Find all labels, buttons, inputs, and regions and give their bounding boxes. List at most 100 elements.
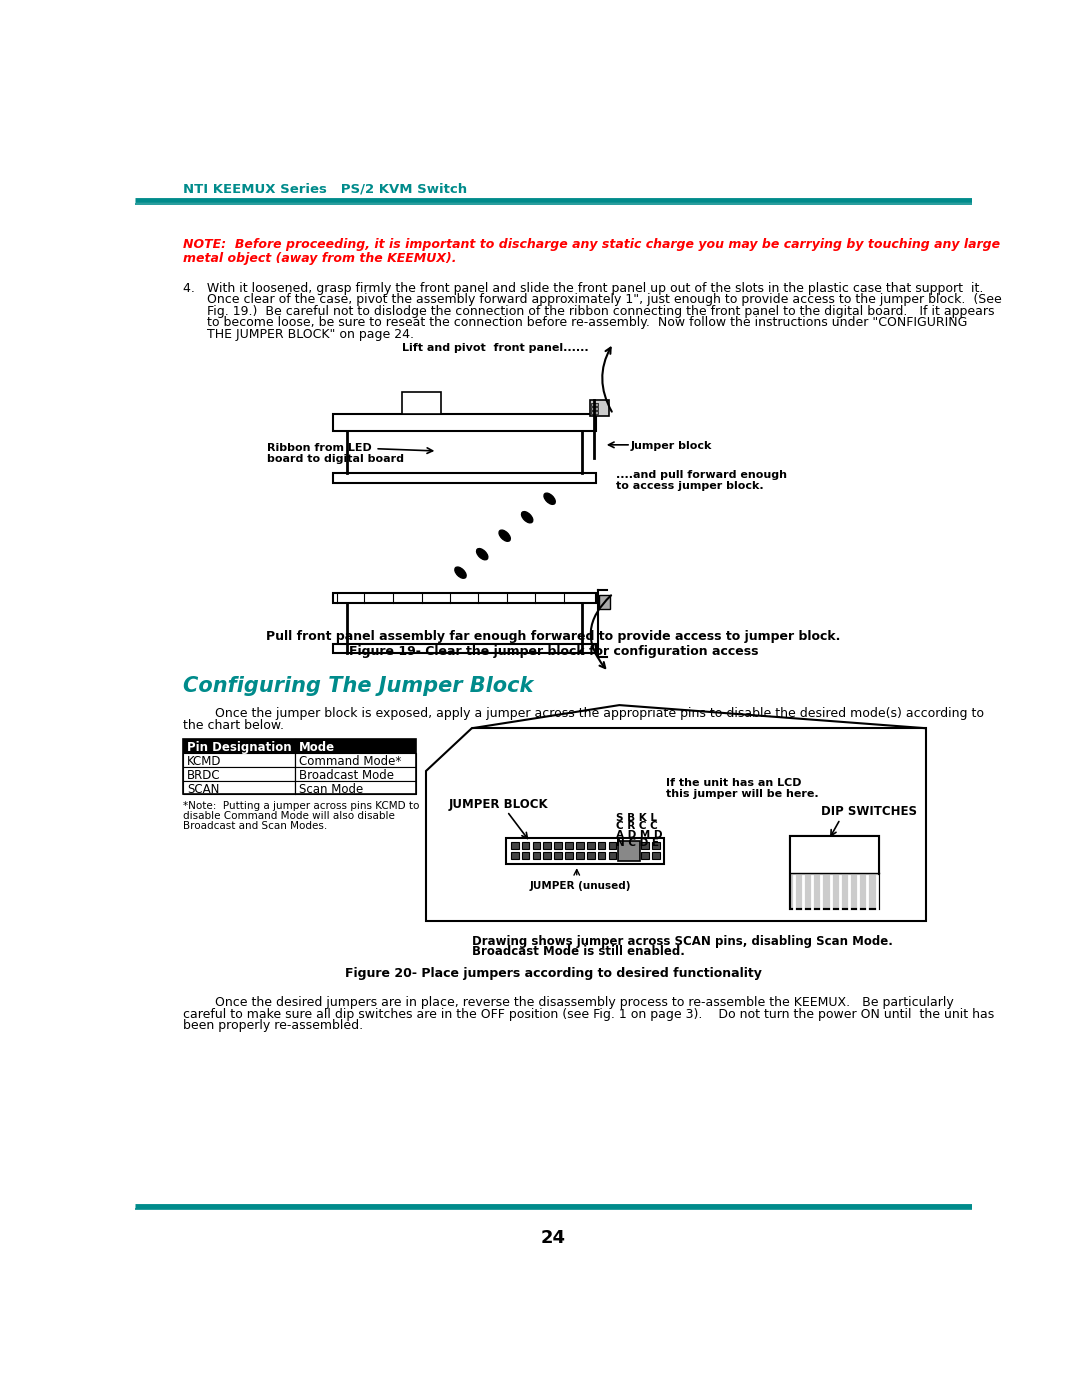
Bar bbox=[333, 594, 596, 602]
Text: Once the jumper block is exposed, apply a jumper across the appropriate pins to : Once the jumper block is exposed, apply … bbox=[183, 707, 984, 719]
Text: THE JUMPER BLOCK" on page 24.: THE JUMPER BLOCK" on page 24. bbox=[183, 328, 414, 341]
Text: Figure 20- Place jumpers according to desired functionality: Figure 20- Place jumpers according to de… bbox=[346, 967, 761, 979]
Text: JUMPER (unused): JUMPER (unused) bbox=[530, 880, 632, 891]
Bar bbox=[619, 852, 627, 859]
Bar bbox=[183, 739, 416, 795]
Bar bbox=[608, 842, 617, 849]
Text: Lift and pivot  front panel......: Lift and pivot front panel...... bbox=[403, 344, 589, 353]
Ellipse shape bbox=[476, 549, 488, 560]
Bar bbox=[618, 841, 639, 861]
Text: Scan Mode: Scan Mode bbox=[299, 782, 364, 796]
Bar bbox=[789, 835, 879, 869]
Bar bbox=[565, 852, 572, 859]
Text: Pin Designation: Pin Designation bbox=[187, 740, 292, 753]
Bar bbox=[592, 407, 597, 411]
Bar bbox=[608, 852, 617, 859]
Bar bbox=[183, 767, 296, 781]
Bar bbox=[532, 842, 540, 849]
Bar bbox=[183, 739, 416, 753]
Bar bbox=[511, 842, 518, 849]
Text: N C D E: N C D E bbox=[616, 838, 659, 848]
Text: careful to make sure all dip switches are in the OFF position (see Fig. 1 on pag: careful to make sure all dip switches ar… bbox=[183, 1007, 995, 1021]
Bar bbox=[592, 411, 597, 414]
Text: Configuring The Jumper Block: Configuring The Jumper Block bbox=[183, 676, 534, 696]
Bar bbox=[333, 474, 596, 482]
Text: Once the desired jumpers are in place, reverse the disassembly process to re-ass: Once the desired jumpers are in place, r… bbox=[183, 996, 954, 1009]
Polygon shape bbox=[426, 728, 926, 921]
Bar bbox=[532, 852, 540, 859]
Text: ....and pull forward enough: ....and pull forward enough bbox=[616, 471, 786, 481]
Text: NOTE:  Before proceeding, it is important to discharge any static charge you may: NOTE: Before proceeding, it is important… bbox=[183, 239, 1000, 251]
Text: Jumper block: Jumper block bbox=[631, 441, 713, 451]
Text: to access jumper block.: to access jumper block. bbox=[616, 481, 764, 490]
Bar bbox=[597, 852, 606, 859]
Text: Broadcast Mode: Broadcast Mode bbox=[299, 768, 394, 782]
Bar bbox=[576, 842, 583, 849]
Bar bbox=[183, 781, 296, 795]
Bar bbox=[565, 842, 572, 849]
Bar bbox=[590, 400, 609, 415]
Bar bbox=[789, 835, 879, 909]
Bar bbox=[296, 753, 416, 767]
Bar bbox=[619, 842, 627, 849]
Text: Fig. 19.)  Be careful not to dislodge the connection of the ribbon connecting th: Fig. 19.) Be careful not to dislodge the… bbox=[183, 305, 995, 317]
Bar bbox=[631, 842, 638, 849]
Text: DIP SWITCHES: DIP SWITCHES bbox=[821, 805, 917, 819]
Text: Broadcast and Scan Modes.: Broadcast and Scan Modes. bbox=[183, 820, 327, 831]
Ellipse shape bbox=[544, 493, 555, 504]
Bar bbox=[586, 842, 595, 849]
Bar bbox=[789, 835, 879, 873]
Bar bbox=[631, 852, 638, 859]
Text: the chart below.: the chart below. bbox=[183, 719, 284, 732]
Ellipse shape bbox=[522, 511, 532, 522]
Text: disable Command Mode will also disable: disable Command Mode will also disable bbox=[183, 810, 395, 820]
Bar bbox=[511, 852, 518, 859]
Bar bbox=[296, 781, 416, 795]
Text: Broadcast Mode is still enabled.: Broadcast Mode is still enabled. bbox=[472, 946, 685, 958]
Text: JUMPER BLOCK: JUMPER BLOCK bbox=[449, 798, 549, 810]
Bar bbox=[296, 767, 416, 781]
Bar bbox=[789, 835, 879, 909]
Text: Command Mode*: Command Mode* bbox=[299, 756, 402, 768]
Text: SCAN: SCAN bbox=[187, 782, 219, 796]
Bar bbox=[543, 852, 551, 859]
Bar bbox=[599, 595, 610, 609]
Bar bbox=[586, 852, 595, 859]
Text: S B K L: S B K L bbox=[616, 813, 657, 823]
Text: Figure 19- Clear the jumper block for configuration access: Figure 19- Clear the jumper block for co… bbox=[349, 645, 758, 658]
Bar bbox=[652, 842, 660, 849]
Text: BRDC: BRDC bbox=[187, 768, 220, 782]
Text: Ribbon from LED: Ribbon from LED bbox=[267, 443, 372, 453]
Text: metal object (away from the KEEMUX).: metal object (away from the KEEMUX). bbox=[183, 253, 457, 265]
Text: Pull front panel assembly far enough forwared to provide access to jumper block.: Pull front panel assembly far enough for… bbox=[267, 630, 840, 643]
Text: Drawing shows jumper across SCAN pins, disabling Scan Mode.: Drawing shows jumper across SCAN pins, d… bbox=[472, 935, 893, 947]
Text: been properly re-assembled.: been properly re-assembled. bbox=[183, 1020, 363, 1032]
Text: NTI KEEMUX Series   PS/2 KVM Switch: NTI KEEMUX Series PS/2 KVM Switch bbox=[183, 183, 468, 196]
Text: 4.   With it loosened, grasp firmly the front panel and slide the front panel up: 4. With it loosened, grasp firmly the fr… bbox=[183, 282, 984, 295]
Text: KCMD: KCMD bbox=[187, 756, 221, 768]
Text: 24: 24 bbox=[541, 1229, 566, 1246]
Bar bbox=[522, 842, 529, 849]
Bar bbox=[183, 753, 296, 767]
Text: to become loose, be sure to reseat the connection before re-assembly.  Now follo: to become loose, be sure to reseat the c… bbox=[183, 316, 968, 330]
Bar bbox=[576, 852, 583, 859]
Bar bbox=[403, 393, 441, 414]
Bar bbox=[333, 644, 596, 652]
Text: C R C C: C R C C bbox=[616, 821, 658, 831]
Bar bbox=[554, 852, 562, 859]
Bar bbox=[507, 838, 664, 863]
Text: Once clear of the case, pivot the assembly forward approximately 1", just enough: Once clear of the case, pivot the assemb… bbox=[183, 293, 1002, 306]
Bar bbox=[592, 404, 597, 407]
Text: Mode: Mode bbox=[299, 740, 336, 753]
Bar bbox=[543, 842, 551, 849]
Text: If the unit has an LCD: If the unit has an LCD bbox=[666, 778, 801, 788]
Bar bbox=[554, 842, 562, 849]
Text: this jumper will be here.: this jumper will be here. bbox=[666, 789, 819, 799]
Text: *Note:  Putting a jumper across pins KCMD to: *Note: Putting a jumper across pins KCMD… bbox=[183, 800, 419, 810]
Bar bbox=[597, 842, 606, 849]
Ellipse shape bbox=[499, 529, 511, 541]
Bar bbox=[642, 842, 649, 849]
Text: A D M D: A D M D bbox=[616, 830, 662, 840]
Bar bbox=[652, 852, 660, 859]
Bar bbox=[522, 852, 529, 859]
